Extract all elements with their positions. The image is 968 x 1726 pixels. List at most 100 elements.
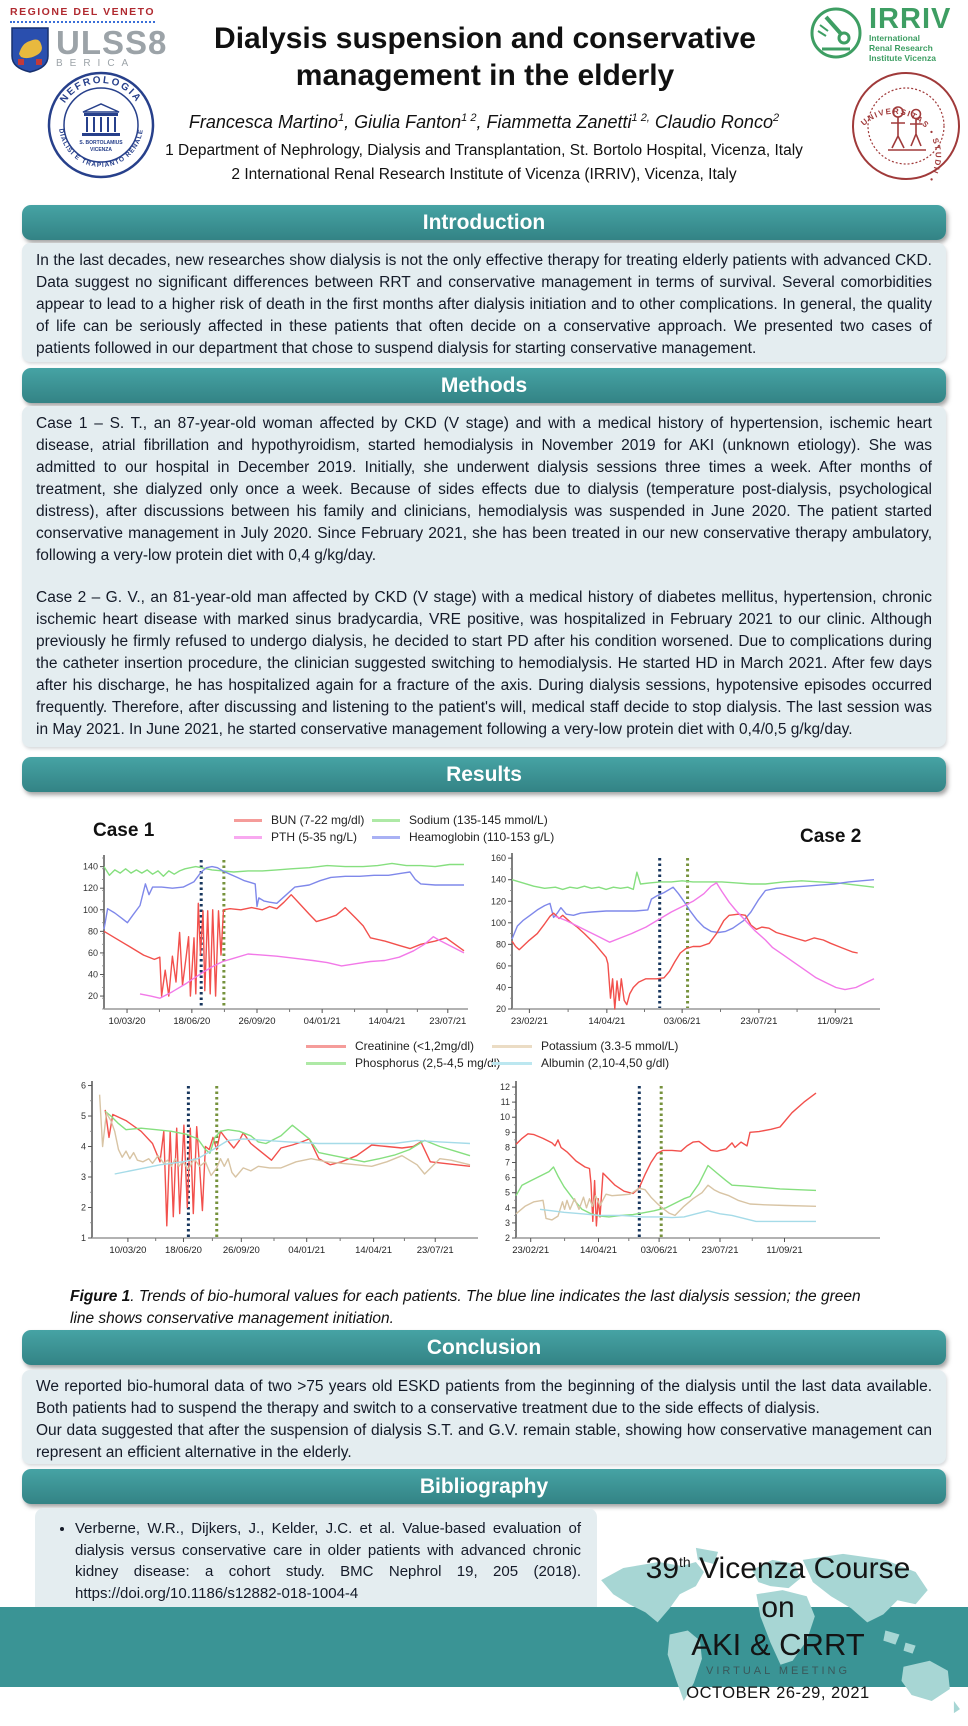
case2-label: Case 2 (800, 826, 862, 847)
author-affiliation-sup: 1 2 (461, 112, 477, 124)
svg-text:100: 100 (83, 905, 98, 915)
svg-text:7: 7 (505, 1158, 510, 1168)
svg-text:23/07/21: 23/07/21 (702, 1245, 739, 1256)
title-line1: Dialysis suspension and conservative (214, 22, 756, 55)
svg-text:14/04/21: 14/04/21 (368, 1016, 405, 1027)
svg-text:4: 4 (505, 1203, 510, 1213)
svg-text:100: 100 (491, 918, 506, 928)
section-bar-bibliography: Bibliography (22, 1469, 946, 1504)
world-map-graphic (601, 1547, 960, 1714)
svg-text:2: 2 (81, 1203, 86, 1213)
section-bar-introduction: Introduction (22, 205, 946, 240)
legend-label: Phosphorus (2,5-4,5 mg/dl) (355, 1056, 501, 1070)
svg-text:04/01/21: 04/01/21 (304, 1016, 341, 1027)
bibliography-item: Verberne, W.R., Dijkers, J., Kelder, J.C… (75, 1518, 581, 1604)
svg-text:5: 5 (81, 1111, 86, 1121)
chart-case2-bottom: 2 3 4 5 6 7 8 9 10 11 12 23/02/21 14/04/21 03/06/21 23… (500, 1081, 880, 1256)
legend-line-swatch (372, 818, 400, 822)
event-aki-crrt: AKI & CRRT (691, 1627, 865, 1662)
affiliation-2: 2 International Renal Research Institute… (231, 166, 737, 183)
section-bar-methods: Methods (22, 368, 946, 403)
svg-text:11/09/21: 11/09/21 (817, 1016, 853, 1027)
svg-text:18/06/20: 18/06/20 (173, 1016, 210, 1027)
author-name: Francesca Martino (188, 112, 338, 132)
introduction-body: In the last decades, new researches show… (22, 243, 946, 362)
svg-text:18/06/20: 18/06/20 (165, 1245, 202, 1256)
chart-case1-bottom: 1 2 3 4 5 6 10/03/20 18/06/20 26/09/20 04/01/21 14… (81, 1081, 478, 1256)
legend-line-swatch (306, 1061, 346, 1065)
irriv-line1: International (869, 33, 921, 43)
svg-text:12: 12 (500, 1082, 510, 1092)
svg-text:6: 6 (505, 1173, 510, 1183)
event-vicenza-course: Vicenza Course (690, 1552, 911, 1585)
seal-building-icon (82, 103, 120, 136)
veneto-coat-of-arms-icon (11, 27, 49, 73)
irriv-acronym: IRRIV (869, 3, 952, 35)
legend-label: PTH (5-35 ng/L) (271, 830, 358, 844)
conclusion-body: We reported bio-humoral data of two >75 … (22, 1370, 946, 1464)
svg-text:3: 3 (81, 1172, 86, 1182)
legend-label: Potassium (3.3-5 mmol/L) (541, 1039, 679, 1053)
legend-item: Albumin (2,10-4,50 g/dl) (492, 1056, 678, 1070)
case1-label: Case 1 (93, 820, 155, 841)
svg-text:10/03/20: 10/03/20 (109, 1016, 146, 1027)
svg-text:5: 5 (505, 1188, 510, 1198)
svg-text:03/06/21: 03/06/21 (664, 1016, 701, 1027)
svg-text:2: 2 (505, 1233, 510, 1243)
legend-label: Albumin (2,10-4,50 g/dl) (541, 1056, 670, 1070)
svg-text:23/07/21: 23/07/21 (740, 1016, 777, 1027)
svg-text:120: 120 (83, 883, 98, 893)
methods-case2: Case 2 – G. V., an 81-year-old man affec… (36, 589, 932, 738)
irriv-line3: Institute Vicenza (869, 53, 936, 63)
svg-text:11/09/21: 11/09/21 (766, 1245, 802, 1256)
svg-text:26/09/20: 26/09/20 (223, 1245, 260, 1256)
svg-text:140: 140 (491, 875, 506, 885)
conclusion-para1: We reported bio-humoral data of two >75 … (36, 1378, 932, 1417)
svg-text:8: 8 (505, 1142, 510, 1152)
legend-line-swatch (234, 835, 262, 839)
svg-text:80: 80 (88, 926, 98, 936)
legend-line-swatch (306, 1044, 346, 1048)
chart-case1-top: 20 40 60 80 100 120 140 10/03/20 18/06/20 26/09/2… (83, 855, 468, 1027)
section-bar-results: Results (22, 757, 946, 792)
svg-text:23/02/21: 23/02/21 (511, 1016, 548, 1027)
svg-text:140: 140 (83, 862, 98, 872)
svg-text:04/01/21: 04/01/21 (288, 1245, 325, 1256)
legend-item: Sodium (135-145 mmol/L) (372, 813, 554, 827)
title-line2: management in the elderly (295, 59, 675, 92)
svg-text:03/06/21: 03/06/21 (641, 1245, 678, 1256)
svg-text:80: 80 (496, 939, 506, 949)
legend-label: Creatinine (<1,2mg/dl) (355, 1039, 475, 1053)
methods-case1: Case 1 – S. T., an 87-year-old woman aff… (36, 415, 932, 564)
conclusion-para2: Our data suggested that after the suspen… (36, 1422, 932, 1461)
figure-caption-text: . Trends of bio-humoral values for each … (70, 1288, 861, 1328)
ulss8-logo: ULSS8 BERICA (10, 26, 167, 74)
legend-line-swatch (492, 1044, 532, 1048)
university-padua-seal: UNIVERSITAS • STUDII • PADUANI • (852, 72, 960, 182)
svg-text:23/07/21: 23/07/21 (417, 1245, 454, 1256)
svg-text:20: 20 (88, 991, 98, 1001)
legend-bun-pth: BUN (7-22 mg/dl) PTH (5-35 ng/L) (234, 813, 364, 844)
svg-text:14/04/21: 14/04/21 (580, 1245, 617, 1256)
legend-label: Heamoglobin (110-153 g/L) (409, 830, 555, 844)
svg-text:14/04/21: 14/04/21 (588, 1016, 625, 1027)
ulss8-wordmark: ULSS8 (56, 24, 168, 61)
svg-text:160: 160 (491, 853, 506, 863)
seal-center-line2: VICENZA (90, 147, 112, 153)
figure-caption: Figure 1. Trends of bio-humoral values f… (70, 1286, 870, 1331)
author-affiliation-sup: 2 (772, 112, 780, 124)
irriv-microscope-icon (810, 7, 862, 59)
poster-title: Dialysis suspension and conservative man… (175, 20, 795, 94)
author-affiliation-sup: 1 2, (631, 112, 650, 124)
authors-line: Francesca Martino1, Giulia Fanton1 2, Fi… (150, 112, 818, 133)
legend-line-swatch (372, 835, 400, 839)
event-virtual-meeting: VIRTUAL MEETING (705, 1665, 851, 1677)
event-on: on (761, 1591, 795, 1624)
svg-text:11: 11 (501, 1097, 510, 1107)
legend-creatinine-phosphorus: Creatinine (<1,2mg/dl) Phosphorus (2,5-4,… (306, 1039, 500, 1070)
svg-text:23/02/21: 23/02/21 (512, 1245, 549, 1256)
svg-text:1: 1 (81, 1233, 86, 1243)
event-banner: 39th Vicenza Course on AKI & CRRT VIRTUA… (593, 1545, 963, 1703)
author-name: Claudio Ronco (649, 112, 773, 132)
legend-item: Phosphorus (2,5-4,5 mg/dl) (306, 1056, 500, 1070)
